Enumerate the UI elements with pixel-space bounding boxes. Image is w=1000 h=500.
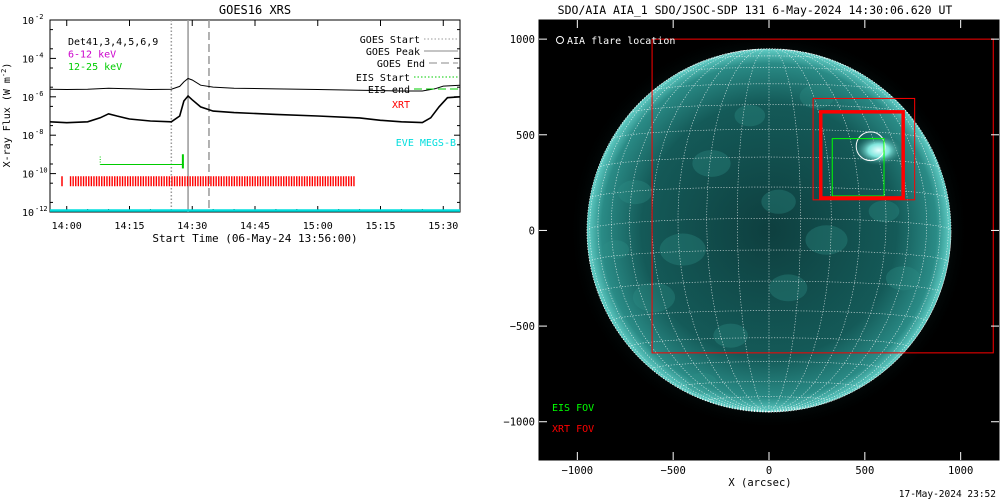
helio-grid-longitude: [768, 48, 861, 413]
helio-grid-latitude: [678, 67, 860, 73]
eis-fov-label: EIS FOV: [552, 403, 594, 414]
helio-grid-longitude: [677, 48, 770, 413]
helio-grid-longitude: [768, 51, 941, 413]
xrt-fov-box: [819, 110, 905, 200]
helio-grid-latitude: [708, 55, 830, 60]
helio-grid-latitude: [652, 83, 886, 91]
solar-active-texture: [868, 200, 900, 223]
goes-xtick-label: 15:15: [365, 221, 395, 232]
eis-fov-box: [831, 138, 885, 197]
goes-xtick-label: 14:30: [177, 221, 207, 232]
helio-grid-longitude: [706, 48, 770, 413]
goes-legend-right-item: GOES Peak: [366, 47, 420, 58]
solar-active-texture: [761, 189, 796, 214]
goes-series-line: [49, 94, 461, 124]
flare-legend-symbol: [556, 36, 564, 44]
solar-active-texture: [799, 84, 835, 109]
aia-ytick-label: −500: [510, 321, 535, 333]
solar-active-texture: [659, 233, 706, 266]
footer-timestamp: 17-May-2024 23:52: [899, 489, 996, 500]
helio-grid-longitude: [610, 50, 770, 413]
goes-legend-left-item: Det41,3,4,5,6,9: [68, 37, 158, 48]
goes-legend-right-item: EVE MEGS-B: [396, 138, 456, 149]
solar-active-texture: [686, 372, 718, 395]
xrt-fov-box: [651, 38, 994, 354]
aia-xtick-label: 500: [855, 465, 874, 477]
flare-location-circle: [855, 131, 886, 162]
helio-grid-longitude: [768, 49, 909, 413]
goes-ytick-exponent: -6: [35, 90, 43, 98]
goes-legend-left-item: 12-25 keV: [68, 62, 122, 73]
solar-limb: [586, 48, 952, 413]
flare-brightening: [852, 134, 905, 167]
helio-grid-longitude: [597, 51, 770, 413]
aia-image-area: [539, 20, 999, 460]
goes-legend-right-item: GOES End: [377, 59, 425, 70]
solar-active-texture: [602, 240, 630, 259]
goes-chart-title: GOES16 XRS: [219, 3, 291, 17]
goes-ytick-exponent: -4: [35, 51, 43, 59]
aia-xtick-label: 0: [766, 465, 772, 477]
goes-ytick-label: 10: [22, 170, 34, 181]
aia-image-panel: SDO/AIA AIA_1 SDO/JSOC-SDP 131 6-May-202…: [503, 3, 1000, 500]
goes-ytick-label: 10: [22, 208, 34, 219]
helio-grid-longitude: [629, 49, 770, 413]
aia-ytick-label: 0: [529, 225, 535, 237]
aia-ytick-label: 1000: [510, 34, 535, 46]
xrt-fov-box: [812, 97, 916, 201]
flare-legend-label: AIA flare location: [567, 36, 675, 47]
goes-series-line: [49, 77, 461, 92]
aia-xtick-label: −1000: [562, 465, 594, 477]
goes-ytick-label: 10: [22, 16, 34, 27]
helio-grid-latitude: [737, 406, 801, 410]
goes-xtick-label: 14:15: [114, 221, 144, 232]
helio-grid-latitude: [630, 104, 908, 114]
aia-xtick-label: −500: [661, 465, 686, 477]
aia-plot-area: −1000 −500 0 500 1000 1000 500 0 −500 −1000 AIA fl…: [503, 19, 1000, 477]
solar-active-texture: [805, 225, 848, 255]
goes-xlabel: Start Time (06-May-24 13:56:00): [152, 232, 357, 245]
goes-ytick-label: 10: [22, 93, 34, 104]
goes-legend-right-item: GOES Start: [360, 35, 420, 46]
goes-legend-right-item: EIS end: [368, 85, 410, 96]
xrt-fov-label: XRT FOV: [552, 424, 594, 435]
goes-xtick-label: 15:00: [303, 221, 333, 232]
goes-legend-right-item: XRT: [392, 100, 410, 111]
aia-chart-title: SDO/AIA AIA_1 SDO/JSOC-SDP 131 6-May-202…: [558, 3, 953, 17]
helio-grid-latitude: [651, 361, 887, 370]
helio-grid-longitude: [768, 50, 928, 413]
aia-xtick-label: 1000: [948, 465, 973, 477]
solar-active-texture: [692, 150, 731, 177]
solar-active-texture: [713, 323, 748, 348]
solar-active-texture: [617, 180, 653, 205]
goes-ytick-label: 10: [22, 131, 34, 142]
goes-ytick-exponent: -12: [35, 205, 48, 213]
goes-ytick-exponent: -8: [35, 128, 43, 136]
solar-active-texture: [734, 104, 766, 127]
goes-legend-left-item: 6-12 keV: [68, 50, 116, 61]
goes-xtick-label: 14:00: [52, 221, 82, 232]
helio-grid-longitude: [768, 230, 952, 413]
helio-grid-longitude: [589, 60, 770, 413]
aia-xlabel: X (arcsec): [728, 477, 791, 489]
goes-xtick-label: 15:30: [428, 221, 458, 232]
goes-ytick-exponent: -2: [35, 13, 43, 21]
solar-active-texture: [632, 282, 676, 313]
goes-ytick-label: 10: [22, 54, 34, 65]
goes-ytick-exponent: -10: [35, 167, 48, 175]
goes-xtick-label: 14:45: [240, 221, 270, 232]
goes-legend-right-item: EIS Start: [356, 73, 410, 84]
solar-active-texture: [769, 274, 808, 302]
solar-active-texture: [885, 266, 921, 291]
aia-ytick-label: 500: [516, 130, 535, 142]
helio-grid-longitude: [768, 60, 949, 413]
aia-ytick-label: −1000: [503, 417, 535, 429]
helio-grid-longitude: [768, 48, 832, 413]
helio-grid-longitude: [768, 48, 887, 413]
goes-ylabel: X-ray Flux (W m-2): [0, 63, 13, 168]
helio-grid-latitude: [597, 156, 941, 169]
